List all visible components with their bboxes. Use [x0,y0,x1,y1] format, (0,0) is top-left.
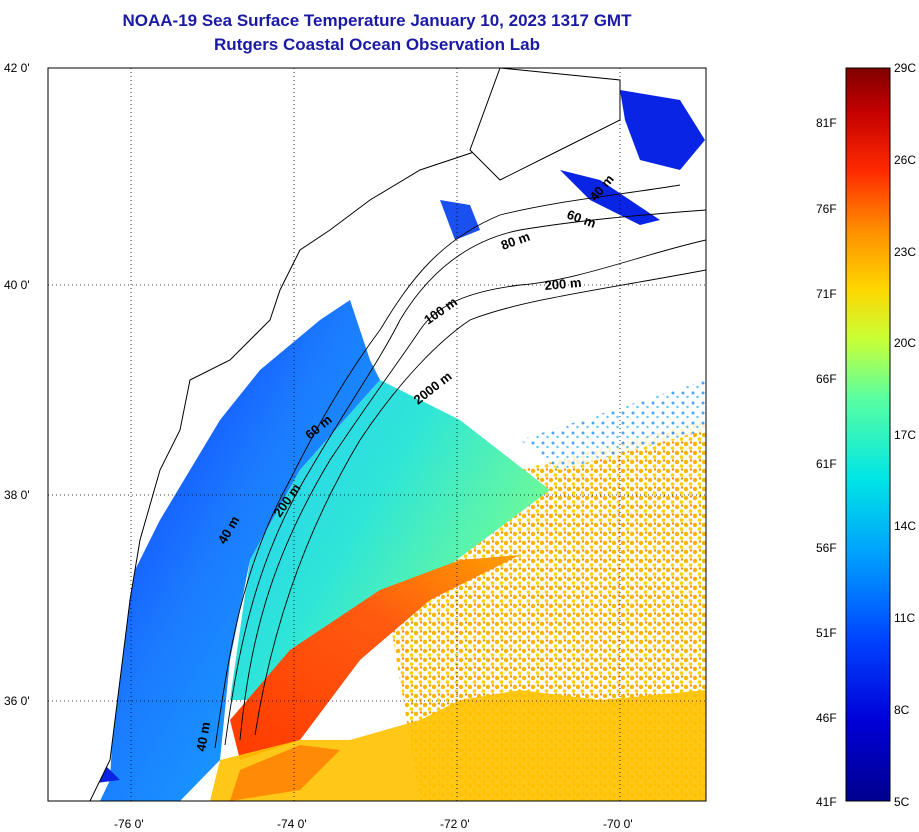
f-label-51: 51F [816,626,837,640]
chart-subtitle: Rutgers Coastal Ocean Observation Lab [214,35,540,54]
f-label-61: 61F [816,457,837,471]
f-label-81: 81F [816,116,837,130]
lat-label-42: 42 0' [4,61,30,75]
f-label-66: 66F [816,372,837,386]
fahrenheit-labels: 81F 76F 71F 66F 61F 56F 51F 46F 41F [816,116,837,809]
c-label-20: 20C [894,336,916,350]
lat-label-40: 40 0' [4,278,30,292]
c-label-8: 8C [894,703,910,717]
c-label-23: 23C [894,245,916,259]
f-label-76: 76F [816,202,837,216]
f-label-71: 71F [816,287,837,301]
c-label-11: 11C [894,611,915,625]
c-label-17: 17C [894,428,916,442]
lat-label-38: 38 0' [4,488,30,502]
c-label-14: 14C [894,519,916,533]
lon-label-74: -74 0' [277,817,307,831]
map-frame [47,67,707,802]
lon-label-70: -70 0' [603,817,633,831]
sst-imagery [48,68,706,801]
lon-label-72: -72 0' [440,817,470,831]
colorbar: 29C 26C 23C 20C 17C 14C 11C 8C 5C 81F 76… [816,61,916,809]
f-label-46: 46F [816,711,837,725]
colorbar-gradient [845,67,891,802]
c-label-5: 5C [894,795,910,809]
c-label-26: 26C [894,153,916,167]
c-label-29: 29C [894,61,916,75]
chart-title: NOAA-19 Sea Surface Temperature January … [122,11,632,30]
latitude-labels: 42 0' 40 0' 38 0' 36 0' [4,61,30,708]
contour-label-200m-north: 200 m [544,275,582,293]
f-label-56: 56F [816,541,837,555]
f-label-41: 41F [816,795,837,809]
celsius-labels: 29C 26C 23C 20C 17C 14C 11C 8C 5C [894,61,916,809]
lat-label-36: 36 0' [4,694,30,708]
contour-label-40m-south: 40 m [193,721,213,753]
longitude-labels: -76 0' -74 0' -72 0' -70 0' [114,817,633,831]
lon-label-76: -76 0' [114,817,144,831]
